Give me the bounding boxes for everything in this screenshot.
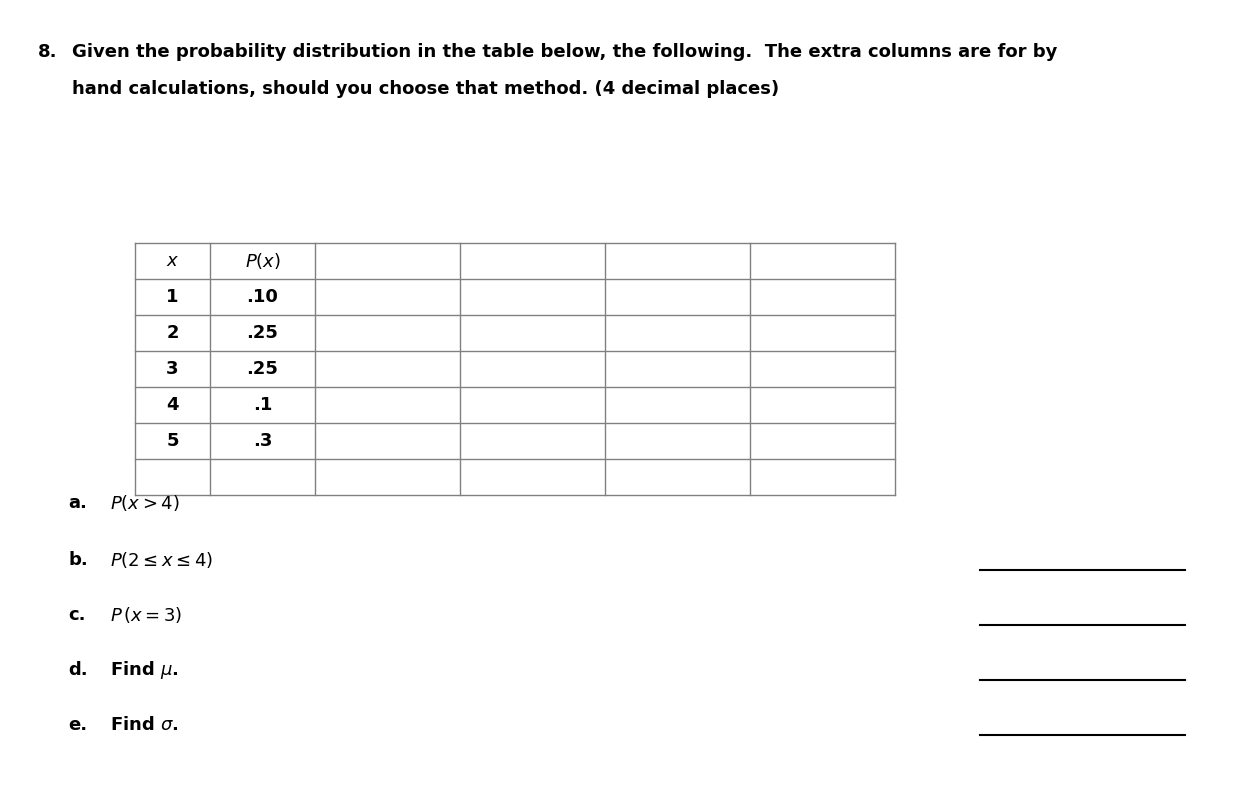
Text: b.: b. — [68, 551, 88, 569]
Text: 1: 1 — [166, 288, 179, 306]
Text: $x$: $x$ — [166, 252, 179, 270]
Text: 3: 3 — [166, 360, 179, 378]
Text: 5: 5 — [166, 432, 179, 450]
Text: Given the probability distribution in the table below, the following.  The extra: Given the probability distribution in th… — [72, 43, 1057, 61]
Text: .25: .25 — [247, 324, 278, 342]
Text: d.: d. — [68, 661, 88, 679]
Text: $P(x)$: $P(x)$ — [245, 251, 281, 271]
Text: 8.: 8. — [39, 43, 57, 61]
Text: Find $\sigma$.: Find $\sigma$. — [111, 716, 179, 734]
Text: .10: .10 — [247, 288, 278, 306]
Text: Find $\mu$.: Find $\mu$. — [111, 659, 179, 681]
Text: 4: 4 — [166, 396, 179, 414]
Text: $P(x > 4)$: $P(x > 4)$ — [111, 493, 180, 513]
Text: .3: .3 — [253, 432, 272, 450]
Text: e.: e. — [68, 716, 87, 734]
Text: c.: c. — [68, 606, 86, 624]
Text: $P\,(x = 3)$: $P\,(x = 3)$ — [111, 605, 183, 625]
Text: 2: 2 — [166, 324, 179, 342]
Text: hand calculations, should you choose that method. (4 decimal places): hand calculations, should you choose tha… — [72, 80, 779, 98]
Text: a.: a. — [68, 494, 87, 512]
Text: .25: .25 — [247, 360, 278, 378]
Text: $P(2 \leq x \leq 4)$: $P(2 \leq x \leq 4)$ — [111, 550, 214, 570]
Text: .1: .1 — [253, 396, 272, 414]
